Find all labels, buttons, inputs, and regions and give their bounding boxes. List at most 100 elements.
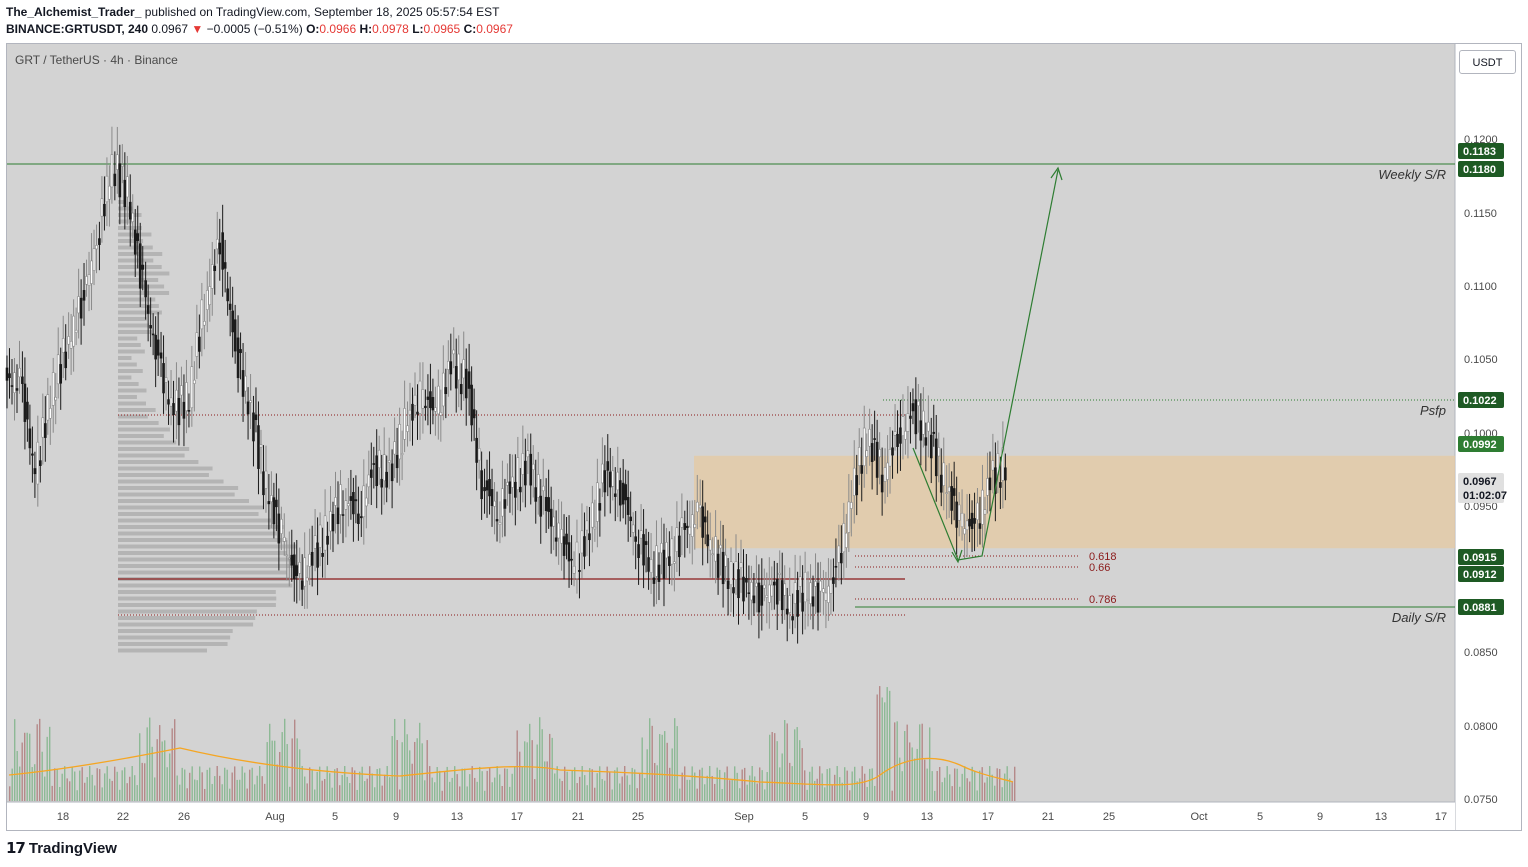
volume-bar xyxy=(474,777,476,801)
volume-bar xyxy=(444,771,446,801)
volume-bar xyxy=(899,757,901,801)
volume-bar xyxy=(564,766,566,801)
candle-body xyxy=(665,541,668,559)
candle-body xyxy=(701,506,704,538)
fib-label-0786: 0.786 xyxy=(1089,594,1117,606)
candle-body xyxy=(364,497,368,507)
volume-bar xyxy=(506,768,508,801)
candle-body xyxy=(418,380,422,414)
volume-bar xyxy=(501,786,503,801)
price-label-box xyxy=(1458,392,1504,408)
candle-body xyxy=(393,441,396,455)
tradingview-footer[interactable]: 𝟭𝟳 TradingView xyxy=(6,839,117,858)
volume-bar xyxy=(139,733,141,801)
volume-bar xyxy=(244,772,246,801)
candle-body xyxy=(244,375,247,392)
candle-body xyxy=(870,443,874,462)
candle-body xyxy=(316,542,319,568)
volume-bar xyxy=(921,723,923,801)
candle-body xyxy=(470,384,473,426)
volume-bar xyxy=(491,782,493,801)
price-label: 0.0967 xyxy=(1463,476,1497,488)
volume-bar xyxy=(816,778,818,801)
volume-bar xyxy=(174,719,176,801)
volume-profile-bar xyxy=(118,427,170,432)
volume-bar xyxy=(169,753,171,801)
candle-body xyxy=(151,333,155,336)
candle-body xyxy=(98,238,101,245)
volume-profile-bar xyxy=(118,603,276,607)
volume-profile-bar xyxy=(118,648,207,653)
candle-body xyxy=(357,513,360,525)
volume-bar xyxy=(479,766,481,801)
volume-bar xyxy=(51,785,53,801)
candle-body xyxy=(210,264,214,289)
candle-body xyxy=(549,508,553,527)
volume-bar xyxy=(404,719,406,801)
volume-bar xyxy=(704,784,706,801)
candle-body xyxy=(400,453,404,456)
volume-bar xyxy=(579,776,581,801)
x-tick-label: 26 xyxy=(178,811,190,823)
candle-body xyxy=(305,577,309,582)
candle-body xyxy=(768,584,771,603)
x-tick-label: 5 xyxy=(802,811,808,823)
candle-body xyxy=(719,544,722,549)
author-name[interactable]: The_Alchemist_Trader_ xyxy=(6,5,142,19)
candle-body xyxy=(734,561,738,580)
candle-body xyxy=(344,500,348,510)
candle-body xyxy=(223,262,227,269)
candle-body xyxy=(763,584,766,589)
candle-body xyxy=(624,484,627,501)
volume-bar xyxy=(679,788,681,801)
volume-bar xyxy=(156,739,158,801)
x-tick-label: 5 xyxy=(1257,811,1263,823)
volume-bar xyxy=(561,781,563,801)
volume-bar xyxy=(839,777,841,801)
candle-body xyxy=(652,577,656,584)
x-tick-label: 18 xyxy=(57,811,69,823)
candle-body xyxy=(801,592,804,612)
candle-body xyxy=(380,478,384,488)
volume-profile-bar xyxy=(118,473,209,477)
candle-body xyxy=(929,434,933,459)
candle-body xyxy=(59,364,63,384)
candle-body xyxy=(880,474,884,493)
volume-bar xyxy=(646,749,648,801)
candle-body xyxy=(988,477,992,491)
volume-bar xyxy=(459,786,461,801)
candle-body xyxy=(711,553,714,556)
volume-bar xyxy=(304,776,306,801)
volume-bar xyxy=(401,742,403,801)
volume-bar xyxy=(626,775,628,801)
close-label: C: xyxy=(463,22,477,36)
candle-body xyxy=(973,518,976,524)
volume-bar xyxy=(14,719,16,801)
volume-bar xyxy=(851,771,853,801)
volume-bar xyxy=(689,779,691,801)
volume-bar xyxy=(784,720,786,801)
candle-body xyxy=(529,453,533,486)
volume-bar xyxy=(76,790,78,801)
volume-bar xyxy=(434,782,436,801)
currency-unit-button[interactable]: USDT xyxy=(1459,50,1516,74)
candle-body xyxy=(901,416,905,437)
candle-body xyxy=(33,468,37,475)
volume-profile-bar xyxy=(118,551,287,555)
candle-body xyxy=(708,539,712,551)
volume-ma-line xyxy=(8,747,1014,786)
volume-bar xyxy=(1009,778,1011,801)
volume-bar xyxy=(396,740,398,801)
volume-bar xyxy=(891,790,893,801)
candle-body xyxy=(46,394,50,421)
volume-bar xyxy=(419,722,421,801)
volume-bar xyxy=(741,769,743,801)
x-tick-label: 13 xyxy=(451,811,463,823)
candle-body xyxy=(932,431,936,434)
volume-profile-bar xyxy=(118,343,141,347)
volume-bar xyxy=(209,767,211,801)
volume-bar xyxy=(941,782,943,801)
candle-body xyxy=(369,469,373,478)
volume-bar xyxy=(971,766,973,801)
